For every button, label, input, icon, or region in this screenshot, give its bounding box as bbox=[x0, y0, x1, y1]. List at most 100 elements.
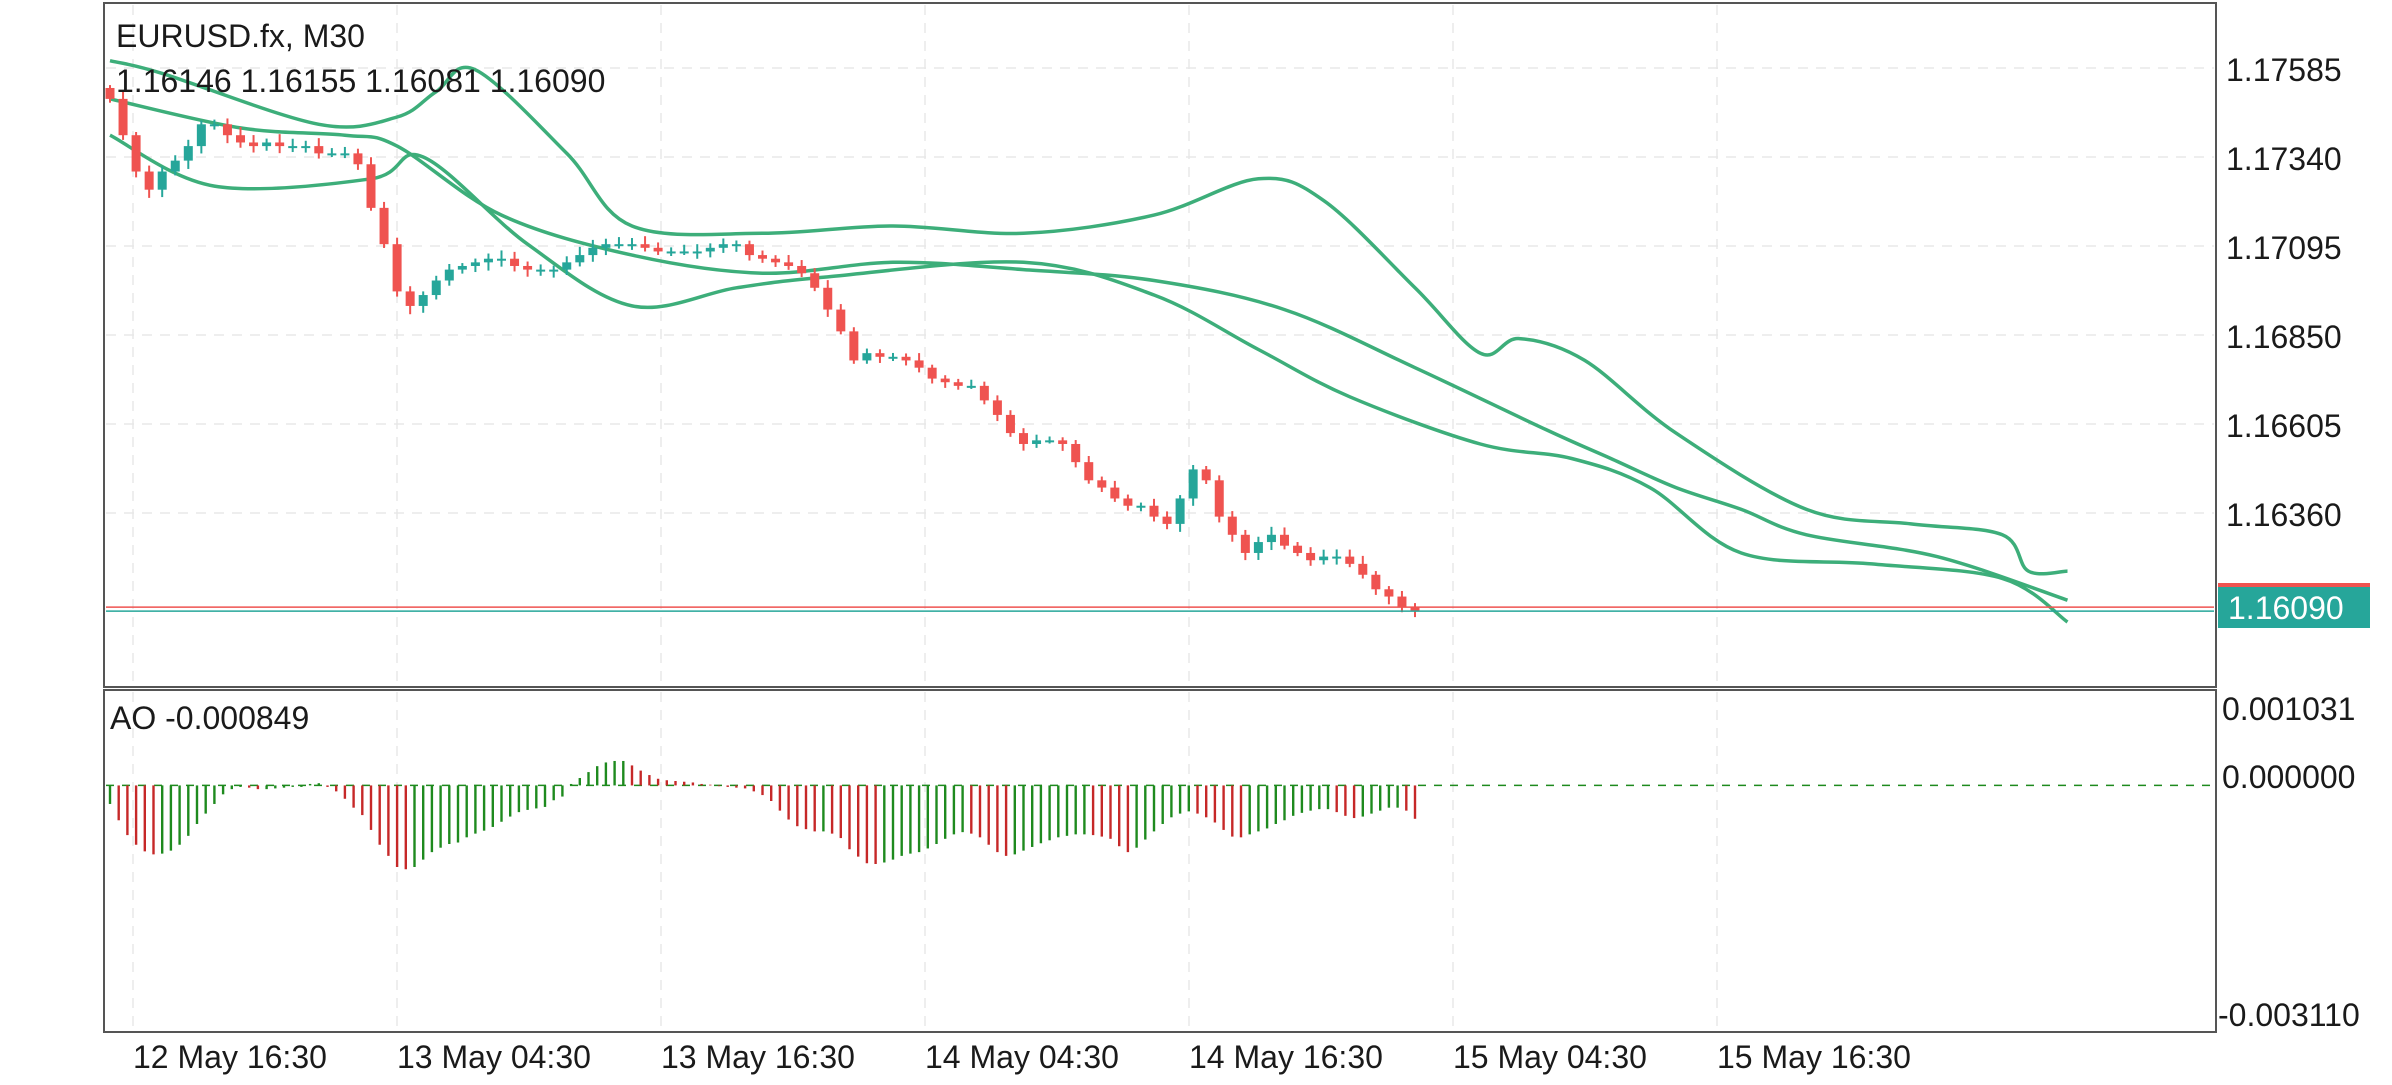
candle-body bbox=[849, 331, 859, 361]
candle-body bbox=[340, 153, 350, 156]
candle bbox=[966, 379, 976, 389]
ao-tick-label: 0.001031 bbox=[2222, 691, 2355, 727]
indicator-axis[interactable]: 0.001031 0.000000 -0.003110 bbox=[2218, 691, 2360, 1033]
candle-body bbox=[1319, 556, 1329, 561]
candle bbox=[758, 250, 767, 263]
candle bbox=[457, 263, 467, 274]
price-tick-label: 1.17340 bbox=[2226, 141, 2342, 177]
candle bbox=[118, 90, 128, 140]
candle bbox=[862, 348, 872, 364]
candle-body bbox=[353, 153, 363, 165]
candle bbox=[1201, 465, 1211, 484]
candle bbox=[601, 238, 611, 256]
candle bbox=[797, 260, 807, 278]
candle bbox=[692, 244, 702, 259]
candle bbox=[575, 246, 585, 267]
candle bbox=[483, 253, 493, 271]
candle bbox=[1175, 495, 1185, 532]
time-tick-label: 12 May 16:30 bbox=[133, 1039, 327, 1075]
candle-body bbox=[1149, 505, 1159, 517]
candle bbox=[131, 131, 141, 178]
bollinger-band-lower bbox=[109, 133, 2069, 624]
candle-body bbox=[1280, 534, 1289, 546]
candle bbox=[992, 395, 1002, 422]
candle bbox=[731, 240, 741, 252]
candle-body bbox=[1384, 589, 1394, 597]
candle bbox=[927, 364, 937, 384]
candle-body bbox=[314, 146, 324, 154]
candle-body bbox=[444, 269, 454, 281]
price-lines bbox=[106, 606, 2214, 612]
candle bbox=[183, 139, 193, 169]
candle-body bbox=[1136, 505, 1146, 508]
candle bbox=[510, 251, 520, 272]
candle bbox=[614, 237, 624, 249]
candle-body bbox=[1097, 480, 1107, 488]
candle bbox=[640, 236, 650, 252]
candle-body bbox=[523, 265, 533, 270]
time-tick-label: 14 May 16:30 bbox=[1189, 1039, 1383, 1075]
candle-body bbox=[1371, 574, 1381, 590]
candle-body bbox=[888, 356, 898, 359]
candle-body bbox=[483, 258, 493, 263]
candle bbox=[1410, 603, 1420, 618]
candle bbox=[1397, 590, 1407, 613]
price-axis[interactable]: 1.17585 1.17340 1.17095 1.16850 1.16605 … bbox=[2226, 52, 2342, 533]
candle bbox=[444, 264, 454, 286]
candle-body bbox=[927, 367, 937, 379]
candle bbox=[588, 239, 598, 262]
candle-body bbox=[470, 262, 480, 266]
awesome-oscillator-histogram bbox=[106, 760, 2214, 870]
candle-body bbox=[222, 124, 232, 136]
candle-body bbox=[731, 244, 741, 247]
candle bbox=[666, 247, 676, 257]
candle bbox=[418, 291, 428, 313]
candle bbox=[1280, 527, 1289, 550]
candle-body bbox=[131, 135, 141, 172]
candle-body bbox=[144, 171, 154, 190]
candle bbox=[1032, 434, 1042, 448]
price-tick-label: 1.16605 bbox=[2226, 408, 2342, 444]
bollinger-band-upper bbox=[109, 58, 2068, 576]
candle-body bbox=[170, 160, 180, 172]
current-price-tag: 1.16090 bbox=[2218, 583, 2370, 628]
candle-body bbox=[588, 247, 598, 256]
candle bbox=[875, 349, 885, 363]
candle-body bbox=[1058, 440, 1068, 444]
candle-body bbox=[875, 353, 885, 357]
time-tick-label: 15 May 04:30 bbox=[1453, 1039, 1647, 1075]
candle bbox=[1371, 571, 1381, 595]
candle-body bbox=[1188, 469, 1198, 499]
candle bbox=[222, 118, 232, 144]
candle bbox=[1266, 526, 1276, 551]
candle bbox=[1188, 464, 1198, 506]
candle bbox=[823, 280, 833, 317]
candle-body bbox=[1332, 556, 1342, 559]
time-axis[interactable]: 12 May 16:30 13 May 04:30 13 May 16:30 1… bbox=[133, 1039, 1911, 1075]
candle bbox=[405, 286, 415, 315]
price-tick-label: 1.17585 bbox=[2226, 52, 2342, 88]
candle-body bbox=[653, 247, 663, 252]
candle bbox=[497, 250, 506, 267]
candle bbox=[209, 119, 219, 130]
candle bbox=[718, 238, 728, 253]
grid-layer bbox=[106, 5, 2214, 1030]
candle bbox=[901, 353, 911, 366]
candle bbox=[392, 237, 402, 297]
bollinger-band-middle bbox=[109, 97, 2069, 602]
candle-body bbox=[940, 378, 950, 383]
bid-price-marker bbox=[2218, 583, 2370, 587]
candle-body bbox=[366, 164, 376, 208]
candle-body bbox=[249, 142, 259, 147]
time-tick-label: 14 May 04:30 bbox=[925, 1039, 1119, 1075]
candle bbox=[1345, 549, 1355, 568]
candle-body bbox=[640, 244, 650, 248]
candle bbox=[1084, 455, 1094, 484]
candlestick-series bbox=[105, 85, 1420, 618]
candle-body bbox=[1201, 469, 1211, 481]
candle bbox=[1136, 502, 1146, 512]
candle bbox=[1045, 436, 1055, 444]
candle bbox=[353, 148, 363, 170]
